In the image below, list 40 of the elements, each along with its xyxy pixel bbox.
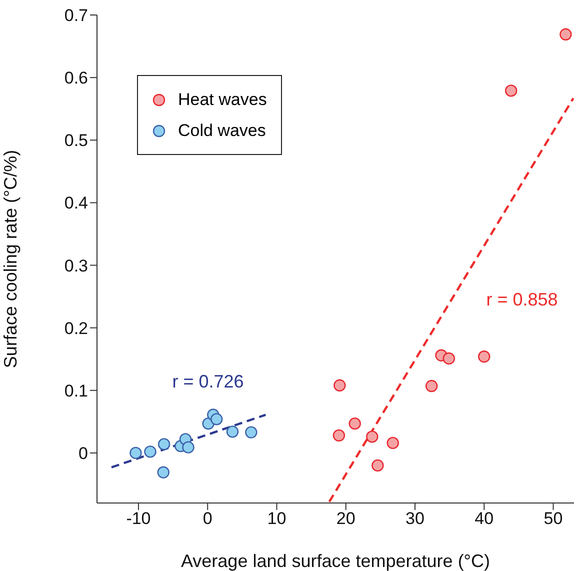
point <box>158 438 170 450</box>
point <box>425 380 438 392</box>
point <box>504 84 518 97</box>
point <box>182 441 194 454</box>
point <box>348 417 361 430</box>
point <box>130 446 142 460</box>
x-tick-label: -10 <box>126 509 151 528</box>
x-tick-label: 50 <box>544 509 563 528</box>
point <box>478 350 490 363</box>
point <box>386 436 399 450</box>
y-axis-title: Surface cooling rate (°C/%) <box>0 150 20 368</box>
y-tick-label: 0.4 <box>64 194 88 213</box>
point <box>144 446 156 458</box>
annotation: r = 0.858 <box>486 290 558 310</box>
point <box>442 352 455 365</box>
point <box>560 28 572 40</box>
legend-label: Heat waves <box>178 90 267 110</box>
y-tick-label: 0.5 <box>64 131 88 150</box>
point <box>210 413 223 426</box>
point <box>226 426 239 438</box>
x-tick-label: 10 <box>267 509 286 528</box>
point <box>334 379 346 392</box>
x-tick-label: 20 <box>336 509 356 528</box>
annotation: r = 0.726 <box>172 372 244 392</box>
y-tick-label: 0.3 <box>64 256 88 276</box>
point <box>245 426 258 438</box>
x-tick-label: 0 <box>202 509 212 528</box>
x-tick-label: 40 <box>474 509 494 528</box>
y-tick-label: 0.1 <box>64 381 88 400</box>
point <box>366 430 378 443</box>
y-tick-label: 0.6 <box>64 68 88 88</box>
y-tick-label: 0.7 <box>64 6 88 26</box>
x-axis-title: Average land surface temperature (°C) <box>180 551 490 571</box>
point <box>157 466 170 478</box>
point <box>372 459 384 472</box>
legend-label: Cold waves <box>178 120 266 140</box>
y-tick-label: 0.2 <box>64 318 88 338</box>
x-tick-label: 30 <box>406 509 424 528</box>
point <box>332 429 346 442</box>
y-tick-label: 0 <box>78 444 88 463</box>
